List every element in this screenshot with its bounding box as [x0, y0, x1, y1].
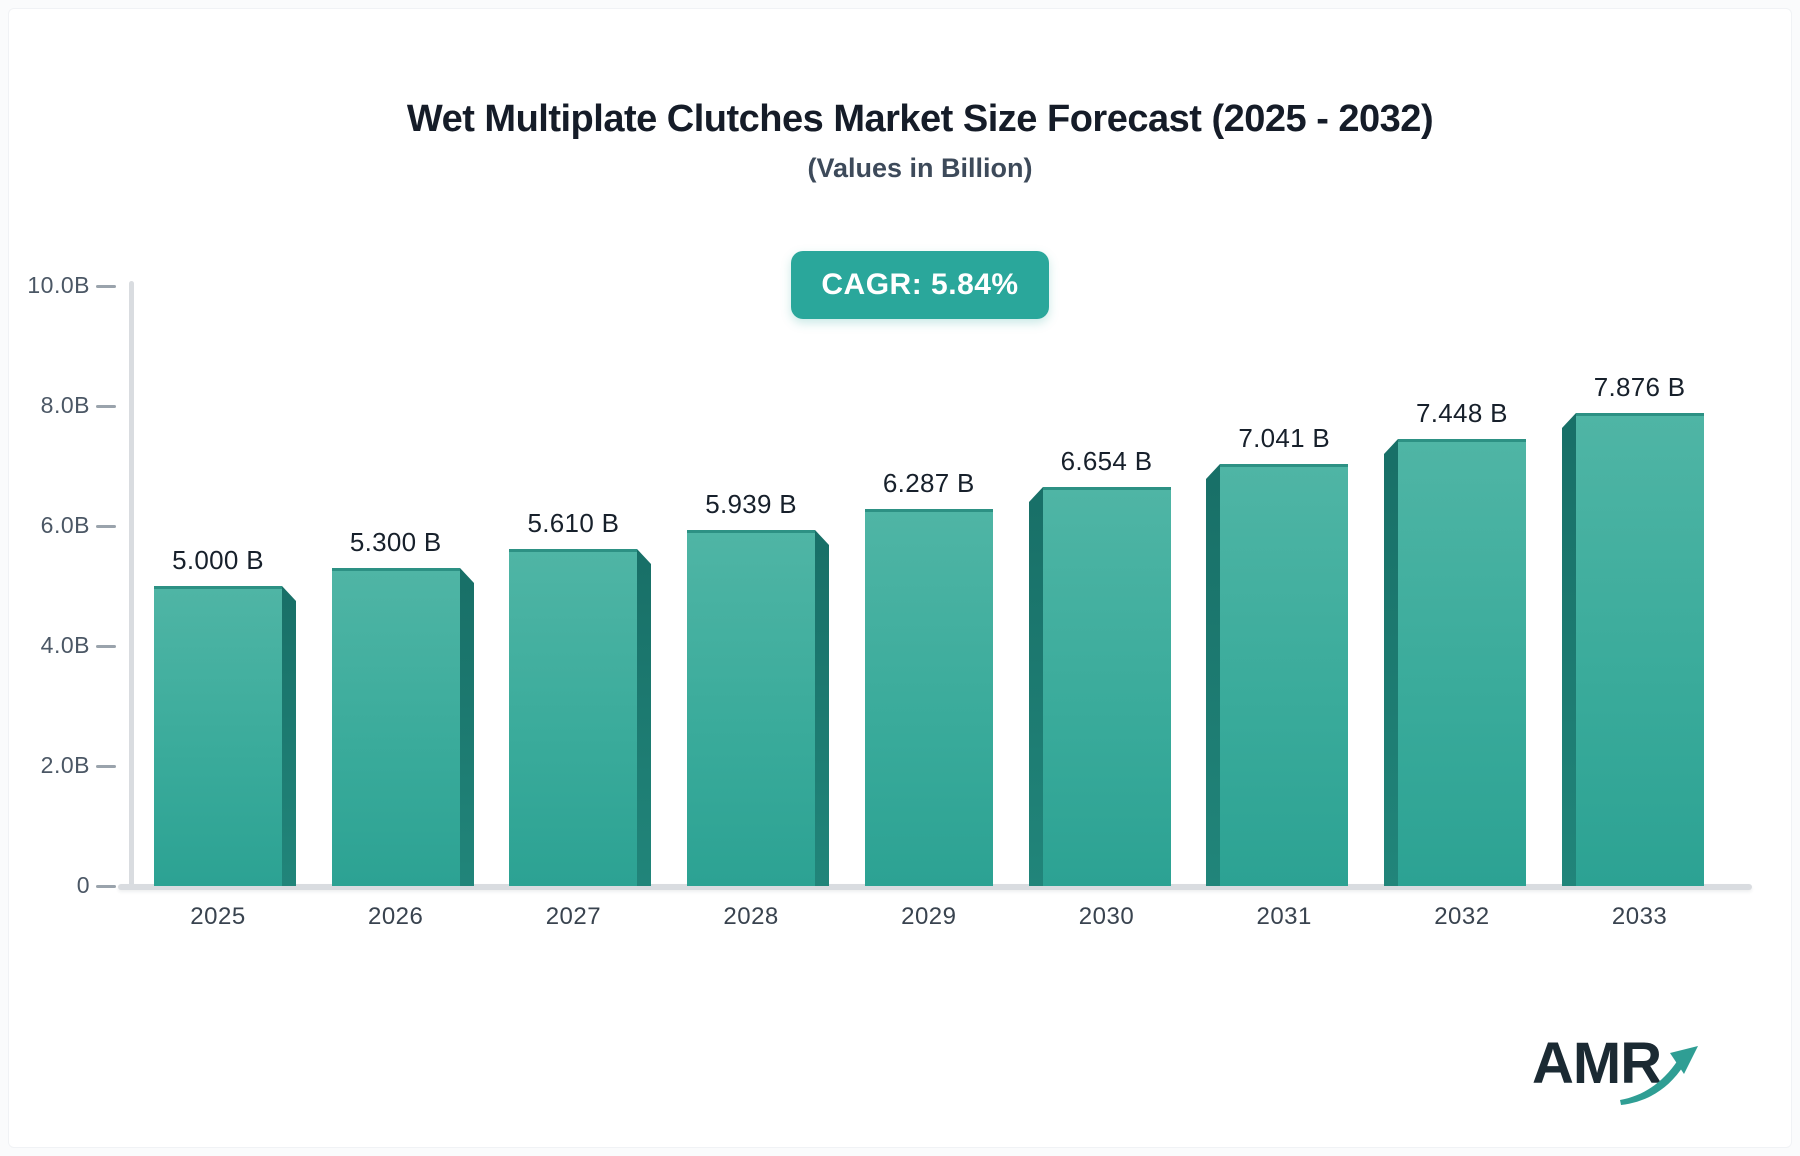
- bar-2032: [1398, 439, 1526, 886]
- y-axis-tick-mark: [96, 645, 116, 648]
- x-axis-label: 2030: [1078, 903, 1135, 930]
- bar-side-3d: [1029, 487, 1043, 886]
- bar-side-3d: [815, 530, 829, 886]
- bar-2031: [1220, 464, 1348, 886]
- amr-logo-arrow-icon: [1620, 1046, 1698, 1105]
- bar-side-3d: [1562, 413, 1576, 886]
- y-axis-line: [129, 281, 134, 889]
- bar-value-label: 6.654 B: [1060, 446, 1153, 476]
- bar-2027: [509, 549, 637, 886]
- x-axis-label: 2028: [723, 903, 779, 930]
- cagr-badge: CAGR: 5.84%: [791, 251, 1049, 319]
- y-axis-tick-label: 8.0B: [40, 392, 90, 418]
- x-axis-label: 2033: [1611, 903, 1668, 930]
- bar-2033: [1576, 413, 1704, 886]
- bar-value-label: 5.610 B: [527, 508, 620, 538]
- bar-value-label: 7.876 B: [1593, 372, 1686, 402]
- x-axis-label: 2029: [901, 903, 957, 930]
- chart-subtitle: (Values in Billion): [807, 153, 1033, 183]
- bar-2026: [332, 568, 460, 886]
- x-axis-baseline: [118, 884, 1752, 890]
- bar-2030: [1043, 487, 1171, 886]
- y-axis-tick-mark: [96, 765, 116, 768]
- bar-side-3d: [637, 549, 651, 886]
- bar-2025: [154, 586, 282, 886]
- bar-side-3d: [1384, 439, 1398, 886]
- y-axis-tick-mark: [96, 405, 116, 408]
- y-axis-tick-mark: [96, 885, 116, 888]
- cagr-badge-row: CAGR: 5.84%: [60, 251, 1780, 319]
- bar-value-label: 5.939 B: [705, 489, 797, 519]
- x-axis-label: 2027: [545, 903, 602, 930]
- bar-side-3d: [282, 586, 296, 886]
- y-axis-tick-label: 4.0B: [40, 632, 90, 658]
- y-axis-tick-label: 10.0B: [27, 272, 90, 298]
- bar-value-label: 5.000 B: [172, 545, 264, 575]
- bar-value-label: 6.287 B: [882, 468, 975, 498]
- bar-value-label: 7.448 B: [1416, 398, 1508, 428]
- x-axis-label: 2026: [367, 903, 424, 930]
- y-axis-tick-mark: [96, 285, 116, 288]
- bar-2028: [687, 530, 815, 886]
- bar-value-label: 7.041 B: [1238, 423, 1331, 453]
- x-axis-label: 2032: [1434, 903, 1490, 930]
- bar-2029: [865, 509, 993, 886]
- x-axis-label: 2031: [1256, 903, 1312, 930]
- x-axis-label: 2025: [190, 903, 246, 930]
- bar-side-3d: [460, 568, 474, 886]
- chart-header: Wet Multiplate Clutches Market Size Fore…: [60, 96, 1780, 184]
- bar-side-3d: [1206, 464, 1220, 886]
- chart-title: Wet Multiplate Clutches Market Size Fore…: [406, 98, 1434, 140]
- y-axis-tick-label: 2.0B: [40, 752, 90, 778]
- y-axis-tick-label: 0: [76, 872, 90, 898]
- amr-logo-text: AMR: [1532, 1031, 1662, 1096]
- amr-logo: AMR: [1532, 1030, 1732, 1120]
- bar-value-label: 5.300 B: [349, 527, 442, 557]
- y-axis-tick-label: 6.0B: [40, 512, 90, 538]
- y-axis-tick-mark: [96, 525, 116, 528]
